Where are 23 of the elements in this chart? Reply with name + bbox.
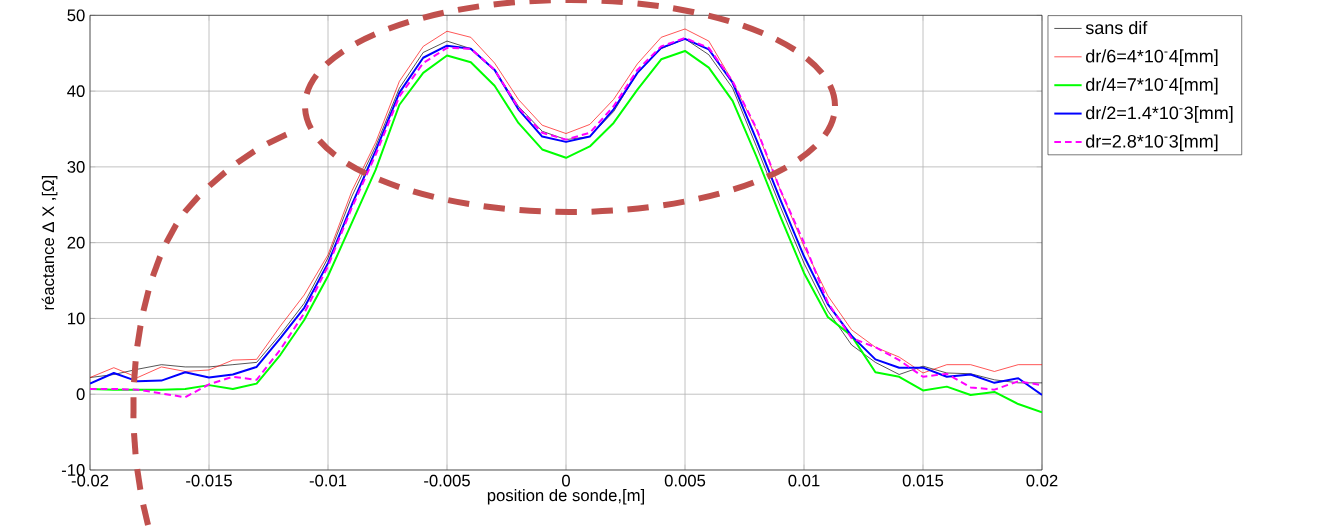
legend-label: dr/2=1.4*10$^{-}$3[mm] (1086, 106, 1233, 123)
x-tick-label: 0 (562, 474, 570, 487)
legend-label: sans dif (1085, 20, 1148, 35)
y-tick-label: 0 (76, 388, 85, 401)
x-tick-label: 0.005 (664, 474, 706, 487)
y-tick-label: 30 (67, 160, 85, 173)
y-axis-title: réactance Δ X ,[Ω] (41, 176, 58, 310)
legend-label: dr=2.8*10$^{-}$3[mm] (1086, 134, 1218, 152)
y-tick-label: 40 (67, 85, 85, 98)
x-tick-label: 0.02 (1026, 474, 1058, 487)
x-tick-label: -0.01 (309, 474, 347, 487)
x-tick-label: -0.005 (424, 474, 470, 487)
y-tick-label: -10 (61, 464, 85, 476)
x-axis-title: position de sonde,[m] (487, 488, 645, 505)
x-tick-label: 0.015 (902, 474, 944, 487)
y-tick-label: 10 (68, 312, 85, 325)
x-tick-label: -0.015 (186, 474, 232, 487)
x-tick-label: -0.02 (71, 474, 109, 487)
x-tick-label: 0.01 (788, 474, 820, 487)
y-tick-label: 50 (67, 9, 85, 22)
legend-label: dr/4=7*10$^{-}$4[mm] (1086, 77, 1218, 95)
legend-label: dr/6=4*10$^{-}$4[mm] (1086, 49, 1218, 67)
y-tick-label: 20 (67, 236, 85, 249)
